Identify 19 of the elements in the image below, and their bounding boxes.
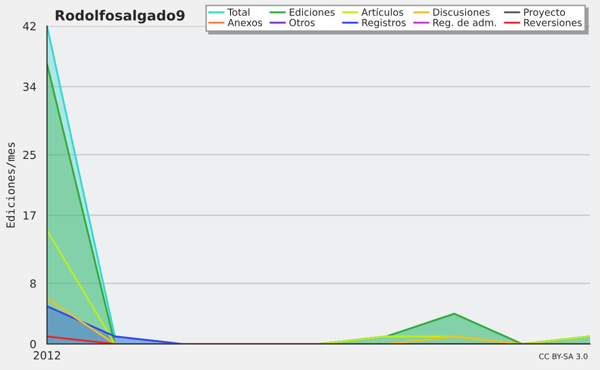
y-tick-label: 25: [23, 150, 36, 160]
legend-label: Anexos: [228, 19, 262, 26]
y-tick-label: 8: [30, 279, 36, 288]
y-tick-label: 42: [22, 22, 36, 30]
legend-label: Reversiones: [524, 18, 582, 26]
chart-title: Rodolfosalgado9: [56, 10, 185, 24]
y-tick-label: 0: [30, 340, 36, 348]
legend-label: Registros: [362, 18, 406, 28]
y-tick-label: 34: [23, 82, 36, 91]
legend-label: Otros: [289, 18, 315, 26]
legend-label: Ediciones: [290, 8, 335, 16]
legend-label: Discusiones: [433, 8, 490, 16]
x-tick-label: 2012: [34, 351, 60, 360]
legend-label: Total: [228, 8, 250, 16]
legend-label: Reg. de adm.: [433, 18, 496, 28]
legend-label: Artículos: [361, 8, 404, 16]
legend-label: Proyecto: [524, 8, 565, 18]
y-tick-label: 17: [24, 211, 36, 220]
y-axis-title: Ediciones/mes: [6, 142, 16, 228]
